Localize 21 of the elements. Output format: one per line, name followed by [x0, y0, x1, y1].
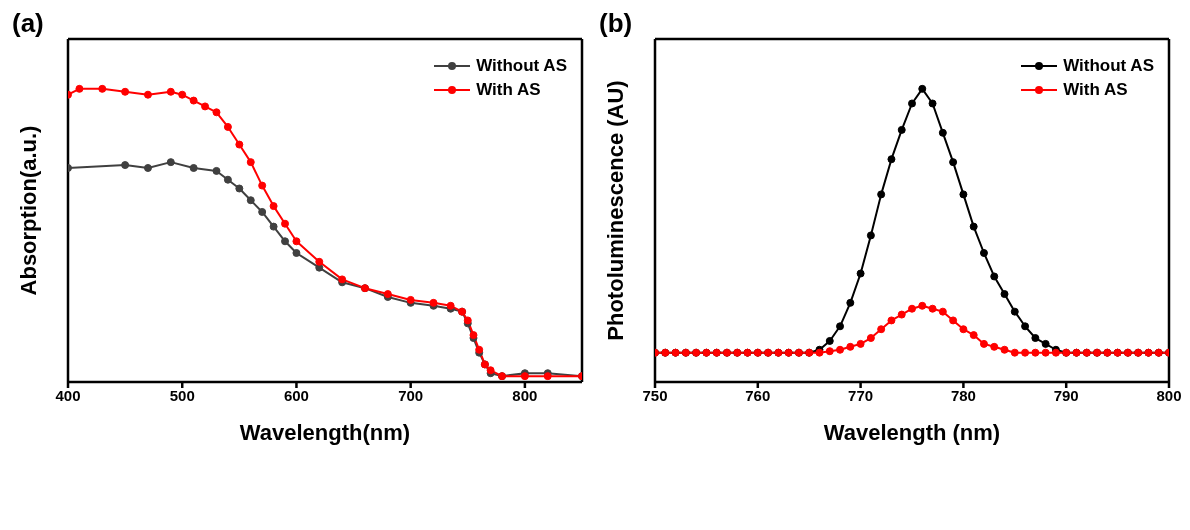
- x-axis-title: Wavelength (nm): [823, 420, 1001, 445]
- legend-label: With AS: [1063, 79, 1128, 101]
- x-tick-label: 770: [848, 386, 874, 404]
- x-tick-label: 760: [745, 386, 771, 404]
- x-tick-label: 750: [642, 386, 668, 404]
- x-tick-label: 780: [950, 386, 976, 404]
- x-tick-label: 600: [283, 386, 309, 404]
- x-tick-label: 500: [169, 386, 195, 404]
- x-tick-label: 700: [398, 386, 424, 404]
- y-axis-title: Photoluminescence (AU): [602, 80, 628, 341]
- x-tick-label: 790: [1053, 386, 1079, 404]
- legend-label: With AS: [476, 79, 541, 101]
- x-axis-title: Wavelength(nm): [239, 420, 411, 445]
- y-axis-title: Absorption(a.u.): [15, 125, 41, 296]
- chart-title: (b): [599, 8, 633, 39]
- x-tick-label: 400: [55, 386, 81, 404]
- chart-title: (a): [12, 8, 44, 39]
- x-tick-label: 800: [512, 386, 538, 404]
- legend-label: Without AS: [1063, 55, 1154, 77]
- x-tick-label: 800: [1156, 386, 1182, 404]
- legend-label: Without AS: [476, 55, 567, 77]
